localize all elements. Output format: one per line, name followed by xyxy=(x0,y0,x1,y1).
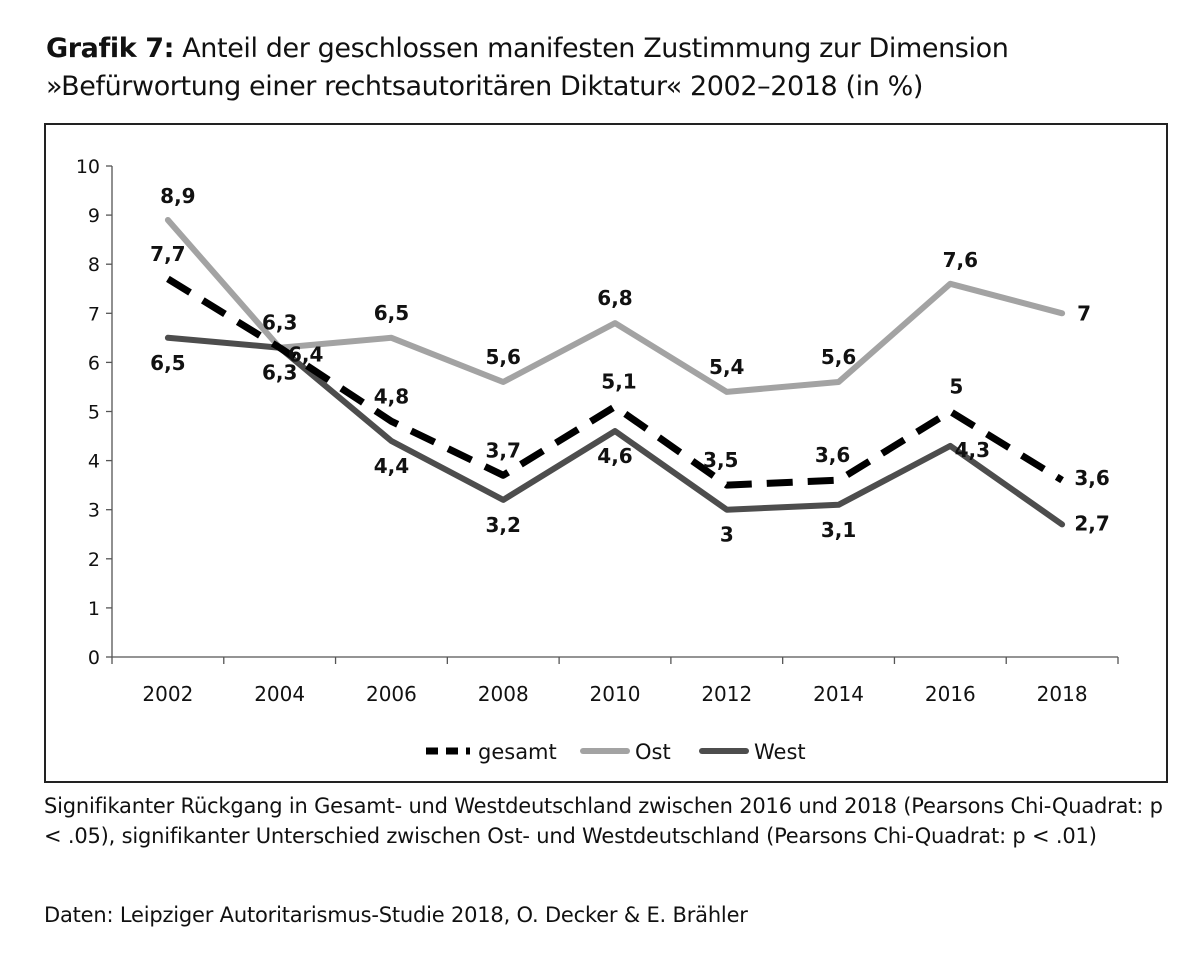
legend-label-gesamt: gesamt xyxy=(478,740,557,764)
legend-label-west: West xyxy=(754,740,806,764)
legend-label-ost: Ost xyxy=(635,740,671,764)
x-tick-label: 2010 xyxy=(590,682,641,706)
data-label-west: 2,7 xyxy=(1074,511,1109,535)
data-label-gesamt: 6,3 xyxy=(262,311,297,335)
data-label-gesamt: 5,1 xyxy=(601,370,636,394)
line-chart: 0 1 2 3 4 5 6 7 8 9 10 2002 2004 2006 2008 2010 2012 2014… xyxy=(76,156,1119,764)
data-label-ost: 5,6 xyxy=(486,345,521,369)
data-label-ost: 7 xyxy=(1077,301,1091,325)
data-label-gesamt: 3,7 xyxy=(486,438,521,462)
data-label-gesamt: 3,6 xyxy=(1074,466,1109,490)
data-label-ost: 5,4 xyxy=(709,355,744,379)
data-label-west: 6,5 xyxy=(150,351,185,375)
data-label-gesamt: 7,7 xyxy=(150,242,185,266)
data-source: Daten: Leipziger Autoritarismus-Studie 2… xyxy=(44,903,748,927)
data-label-gesamt: 5 xyxy=(949,375,963,399)
chart-title-line1: Anteil der geschlossen manifesten Zustim… xyxy=(182,33,1009,64)
x-tick-label: 2016 xyxy=(925,682,976,706)
data-label-west: 4,3 xyxy=(955,438,990,462)
data-label-west: 4,6 xyxy=(597,444,632,468)
y-tick-label: 8 xyxy=(88,254,100,276)
data-label-west: 3 xyxy=(720,523,734,547)
data-label-gesamt: 4,8 xyxy=(374,384,409,408)
y-tick-label: 2 xyxy=(88,549,100,571)
x-tick-label: 2004 xyxy=(254,682,305,706)
y-tick-label: 6 xyxy=(88,352,100,374)
data-label-west: 6,3 xyxy=(262,361,297,385)
y-tick-label: 5 xyxy=(88,402,100,424)
data-label-gesamt: 3,6 xyxy=(815,443,850,467)
x-tick-label: 2008 xyxy=(478,682,529,706)
x-tick-label: 2014 xyxy=(813,682,864,706)
significance-note: Signifikanter Rückgang in Gesamt- und We… xyxy=(44,794,1163,848)
data-label-west: 3,2 xyxy=(486,513,521,537)
x-tick-label: 2006 xyxy=(366,682,417,706)
chart-title: Grafik 7: Anteil der geschlossen manifes… xyxy=(46,30,1166,106)
x-tick-label: 2002 xyxy=(142,682,193,706)
y-tick-label: 3 xyxy=(88,500,100,522)
y-tick-label: 7 xyxy=(88,303,100,325)
x-tick-label: 2018 xyxy=(1037,682,1088,706)
data-label-ost: 8,9 xyxy=(160,184,195,208)
y-tick-label: 4 xyxy=(88,451,100,473)
data-label-ost: 6,8 xyxy=(597,286,632,310)
data-label-ost: 5,6 xyxy=(821,345,856,369)
data-label-ost: 6,5 xyxy=(374,301,409,325)
y-tick-label: 0 xyxy=(88,647,100,669)
y-tick-label: 9 xyxy=(88,205,100,227)
x-tick-label: 2012 xyxy=(701,682,752,706)
data-label-ost: 7,6 xyxy=(943,248,978,272)
data-label-gesamt: 3,5 xyxy=(703,448,738,472)
data-label-west: 4,4 xyxy=(374,454,409,478)
series-line-gesamt xyxy=(166,275,1064,489)
chart-title-line2: »Befürwortung einer rechtsautoritären Di… xyxy=(46,71,924,102)
y-tick-label: 10 xyxy=(76,156,100,178)
y-tick-label: 1 xyxy=(88,598,100,620)
chart-frame: 0 1 2 3 4 5 6 7 8 9 10 2002 2004 2006 2008 2010 2012 2014… xyxy=(44,123,1168,783)
data-label-west: 3,1 xyxy=(821,518,856,542)
data-label-ost: 6,4 xyxy=(288,343,323,367)
chart-title-prefix: Grafik 7: xyxy=(46,33,175,64)
